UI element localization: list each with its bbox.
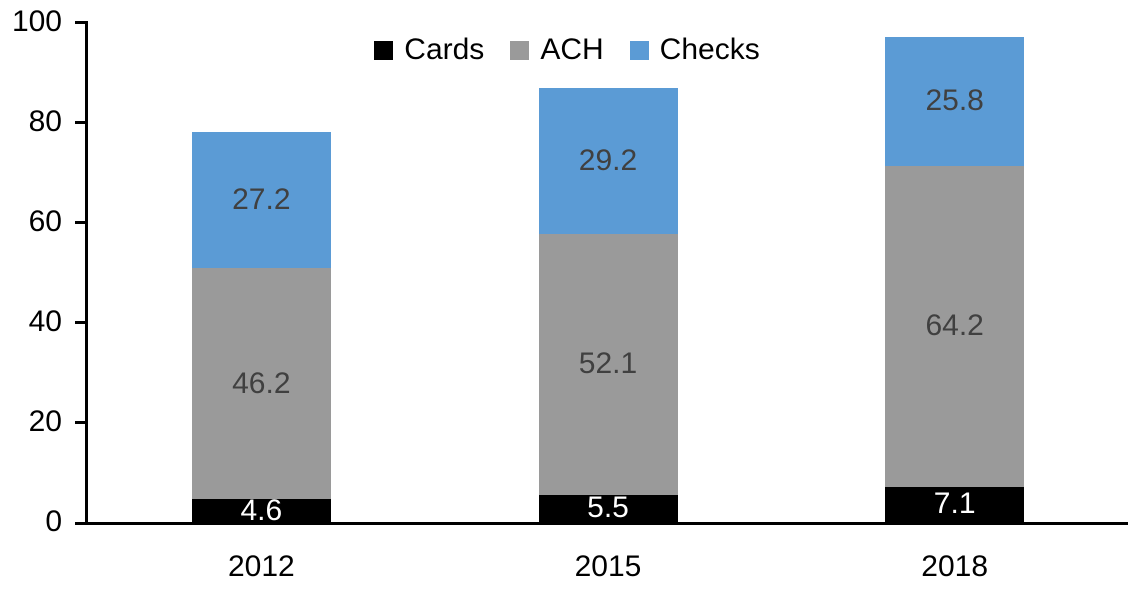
legend-label-checks: Checks <box>659 33 760 66</box>
x-category-label-2012: 2012 <box>227 550 295 583</box>
ytick-mark <box>75 21 85 24</box>
bar-segment-ach-2015: 52.1 <box>538 234 678 495</box>
legend-item-cards: Cards <box>374 35 484 65</box>
ytick-label: 40 <box>28 305 62 338</box>
bar-segment-ach-2018: 64.2 <box>885 165 1025 487</box>
ytick-mark <box>75 221 85 224</box>
legend: Cards ACH Checks <box>0 35 1134 65</box>
segment-value-label: 29.2 <box>578 144 638 177</box>
legend-item-ach: ACH <box>510 33 604 66</box>
legend-swatch-ach <box>510 40 530 60</box>
y-axis-line <box>85 21 88 525</box>
legend-label-ach: ACH <box>540 33 604 66</box>
ytick-label: 20 <box>28 405 62 438</box>
x-category-label-2015: 2015 <box>574 550 642 583</box>
segment-value-label: 4.6 <box>240 493 283 527</box>
segment-value-label: 7.1 <box>933 487 976 521</box>
ytick-label: 80 <box>28 105 62 138</box>
bar-segment-ach-2012: 46.2 <box>191 268 331 499</box>
bar-segment-checks-2015: 29.2 <box>538 88 678 234</box>
bar-segment-cards-2012: 4.6 <box>191 495 331 525</box>
legend-swatch-cards <box>374 40 394 60</box>
legend-label-cards: Cards <box>404 33 485 66</box>
bar-segment-cards-2015: 5.5 <box>538 491 678 525</box>
ytick-label: 60 <box>28 205 62 238</box>
ytick-mark <box>75 421 85 424</box>
legend-swatch-checks <box>629 40 649 60</box>
bar-segment-cards-2018: 7.1 <box>885 486 1025 522</box>
legend-item-checks: Checks <box>629 33 760 66</box>
bar-segment-checks-2018: 25.8 <box>885 36 1025 166</box>
bar-segment-checks-2012: 27.2 <box>191 132 331 268</box>
ytick-mark <box>75 121 85 124</box>
ytick-label: 100 <box>11 5 62 38</box>
segment-value-label: 5.5 <box>587 491 629 525</box>
segment-value-label: 25.8 <box>925 84 984 117</box>
segment-value-label: 52.1 <box>578 347 638 381</box>
x-axis-line <box>75 522 1128 525</box>
segment-value-label: 64.2 <box>925 309 984 342</box>
segment-value-label: 27.2 <box>232 183 291 216</box>
ytick-label: 0 <box>45 505 62 538</box>
ytick-mark <box>75 321 85 324</box>
x-category-label-2018: 2018 <box>921 550 989 583</box>
segment-value-label: 46.2 <box>232 366 291 400</box>
